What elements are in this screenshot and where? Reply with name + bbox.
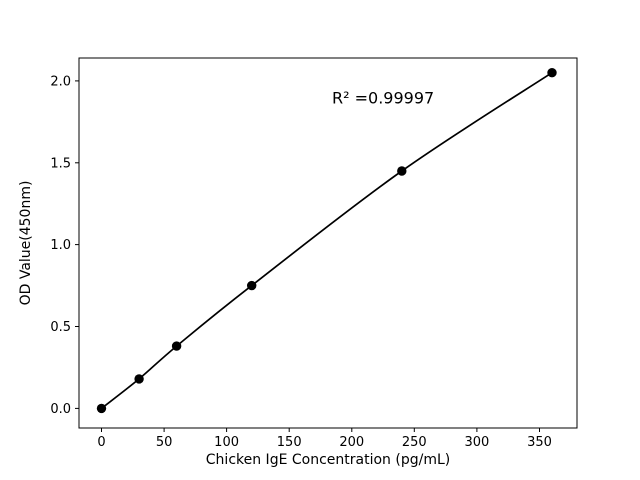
x-tick-label: 300 [464, 435, 489, 450]
y-tick-label: 0.5 [50, 320, 71, 335]
plot-frame [78, 57, 578, 429]
data-point-marker [547, 68, 557, 78]
data-point-marker [247, 280, 257, 291]
x-tick-label: 0 [97, 435, 105, 450]
data-point-marker [96, 403, 107, 414]
data-point-marker [134, 374, 144, 384]
x-tick-label: 150 [277, 435, 302, 450]
y-tick-label: 1.0 [50, 238, 71, 253]
x-tick-label: 200 [339, 435, 364, 450]
y-tick-label: 2.0 [50, 74, 71, 89]
x-tick-label: 100 [214, 435, 239, 450]
r-squared-annotation: R² =0.99997 [332, 88, 434, 107]
y-tick-label: 0.0 [50, 402, 71, 417]
x-tick-label: 250 [402, 435, 427, 450]
axis-ticks: 0 50 100 150 200 250 300 350 0.0 0.5 1.0 1.5 2.0 [50, 74, 552, 450]
x-axis-label: Chicken IgE Concentration (pg/mL) [206, 452, 450, 468]
x-tick-label: 50 [156, 435, 173, 450]
x-tick-label: 350 [527, 435, 552, 450]
y-axis-label: OD Value(450nm) [18, 181, 34, 306]
data-point-marker [171, 341, 182, 351]
plot-frame-rect [78, 57, 578, 429]
standard-curve-line [100, 71, 553, 410]
data-series [96, 68, 557, 414]
data-point-markers [96, 68, 557, 414]
data-point-marker [397, 166, 407, 176]
y-tick-label: 1.5 [50, 156, 71, 171]
